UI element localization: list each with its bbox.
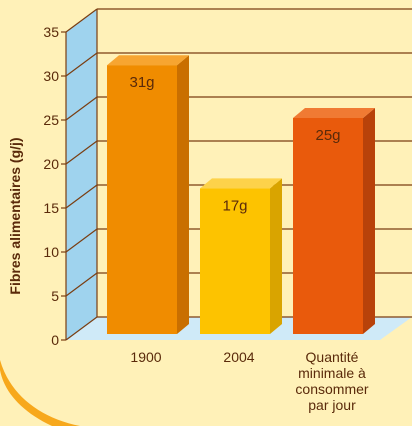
y-tick-label: 15 [43, 200, 59, 216]
bar-top [200, 178, 282, 189]
gridline-diagonal [65, 8, 98, 33]
side-wall [66, 9, 97, 340]
category-label: 1900 [130, 349, 161, 365]
bar-side [270, 178, 282, 334]
bar-top [107, 55, 189, 66]
bar-group: 31g [107, 55, 189, 334]
y-axis-label: Fibres alimentaires (g/j) [7, 137, 23, 294]
gridline-diagonal [65, 272, 98, 297]
bar [200, 188, 270, 334]
gridline-diagonal [65, 228, 98, 253]
y-tick-label: 0 [51, 332, 59, 348]
bar [293, 118, 363, 334]
y-tick-label: 20 [43, 156, 59, 172]
gridline-diagonal [65, 140, 98, 165]
bar-value-label: 31g [129, 74, 154, 91]
y-tick-label: 10 [43, 244, 59, 260]
bar-value-label: 25g [315, 127, 340, 144]
gridline-diagonal [65, 184, 98, 209]
bar [107, 65, 177, 334]
y-tick-label: 35 [43, 24, 59, 40]
bar-side [177, 55, 189, 334]
bar-value-label: 17g [222, 197, 247, 214]
y-tick-label: 30 [43, 68, 59, 84]
bar-group: 17g [200, 178, 282, 334]
gridline-diagonal [65, 316, 98, 341]
bar-group: 25g [293, 108, 375, 334]
y-ticks: 0 5 10 15 20 25 30 35 [43, 24, 66, 348]
category-label: Quantité minimale à consommer par jour [295, 349, 368, 413]
y-tick-label: 25 [43, 112, 59, 128]
bar-side [363, 108, 375, 334]
gridline-diagonal [65, 52, 98, 77]
bar-top [293, 108, 375, 118]
y-tick-label: 5 [51, 288, 59, 304]
bars-layer: 31g 17g 25g [107, 55, 375, 334]
category-label: 2004 [223, 349, 254, 365]
gridline-diagonal [65, 96, 98, 121]
x-categories: 1900 2004 Quantité minimale à consommer par j… [130, 349, 368, 413]
decorative-arc [0, 360, 80, 426]
